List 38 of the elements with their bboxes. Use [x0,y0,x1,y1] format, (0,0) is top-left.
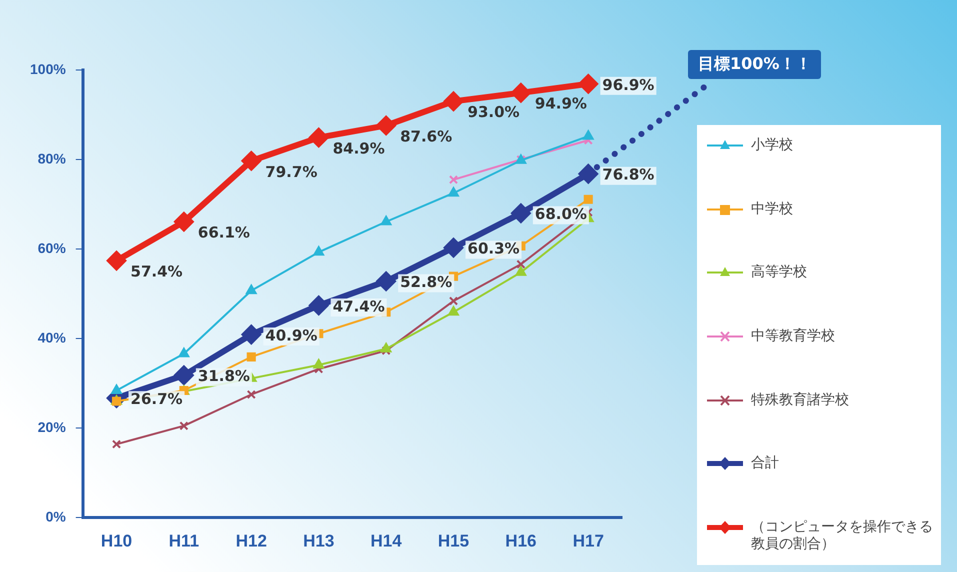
x-tick-label: H13 [303,531,334,550]
data-label: 52.8% [400,273,452,292]
data-label: 40.9% [265,326,318,344]
y-tick-label: 0% [46,508,66,524]
x-tick-label: H11 [168,531,200,550]
x-tick-label: H10 [100,531,132,550]
data-label: 60.3% [468,240,520,258]
legend-label: 特殊教育諸学校 [751,392,849,409]
data-label: 93.0% [468,103,520,122]
data-label: 31.8% [198,367,250,386]
data-label: 87.6% [400,127,452,146]
data-label: 57.4% [130,262,183,281]
legend-label: 合計 [751,455,779,472]
data-label: 79.7% [265,162,318,181]
x-tick-label: H17 [572,531,604,550]
data-label: 76.8% [602,166,654,184]
y-tick-label: 80% [38,150,66,166]
x-tick-label: H14 [370,531,402,550]
data-label: 47.4% [332,297,385,316]
data-label: 94.9% [534,94,587,113]
x-tick-label: H12 [236,531,267,550]
data-label: 96.9% [602,76,654,94]
legend-label: 小学校 [751,137,793,154]
legend-label: （コンピュータを操作できる教員の割合） [751,518,933,553]
data-label: 26.7% [130,390,183,408]
legend-label: 中等教育学校 [751,328,835,345]
y-tick-label: 100% [30,60,66,77]
y-tick-label: 20% [38,418,66,435]
y-tick-label: 60% [38,240,66,256]
annotation: 目標100%！！ [688,50,822,79]
data-label: 66.1% [198,224,250,242]
legend-label: 中学校 [751,200,793,218]
data-label: 84.9% [332,139,385,158]
x-tick-label: H16 [505,531,536,550]
x-tick-label: H15 [438,531,470,550]
y-tick-label: 40% [38,329,66,346]
data-label: 68.0% [534,205,587,224]
legend-label: 高等学校 [751,264,807,282]
